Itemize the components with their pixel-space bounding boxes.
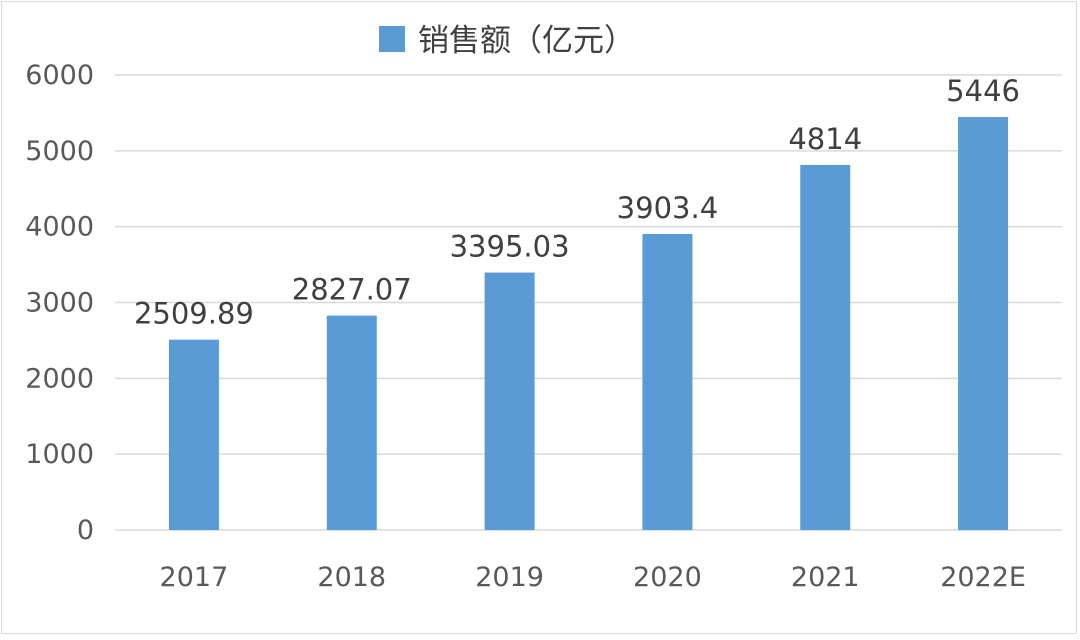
y-tick-label: 6000 <box>25 60 94 91</box>
gridlines <box>115 74 1062 531</box>
x-category-label: 2022E <box>940 562 1026 593</box>
y-axis-ticks: 0 1000 2000 3000 4000 5000 6000 <box>25 60 94 546</box>
data-label: 5446 <box>946 74 1020 108</box>
bar <box>484 272 535 530</box>
data-label: 2509.89 <box>134 297 254 331</box>
bar <box>168 339 219 530</box>
data-label: 4814 <box>788 122 862 156</box>
bars <box>168 117 1009 531</box>
x-axis-categories: 2017 2018 2019 2020 2021 2022E <box>160 562 1026 593</box>
data-label: 3395.03 <box>450 230 570 264</box>
y-tick-label: 2000 <box>25 363 94 394</box>
data-label: 3903.4 <box>617 191 718 225</box>
bar <box>958 117 1009 531</box>
data-labels: 2509.89 2827.07 3395.03 3903.4 4814 5446 <box>134 74 1020 331</box>
y-tick-label: 1000 <box>25 439 94 470</box>
legend: 销售额（亿元） <box>379 23 635 59</box>
x-category-label: 2020 <box>633 562 702 593</box>
y-tick-label: 5000 <box>25 136 94 167</box>
x-category-label: 2021 <box>791 562 860 593</box>
y-tick-label: 0 <box>77 515 94 546</box>
bar <box>642 233 693 530</box>
x-category-label: 2018 <box>317 562 386 593</box>
legend-label: 销售额（亿元） <box>418 23 635 59</box>
bar <box>800 164 851 530</box>
data-label: 2827.07 <box>292 273 412 307</box>
x-category-label: 2019 <box>475 562 544 593</box>
y-tick-label: 4000 <box>25 212 94 243</box>
x-category-label: 2017 <box>160 562 229 593</box>
legend-swatch <box>379 26 405 52</box>
bar <box>326 315 377 530</box>
y-tick-label: 3000 <box>25 288 94 319</box>
